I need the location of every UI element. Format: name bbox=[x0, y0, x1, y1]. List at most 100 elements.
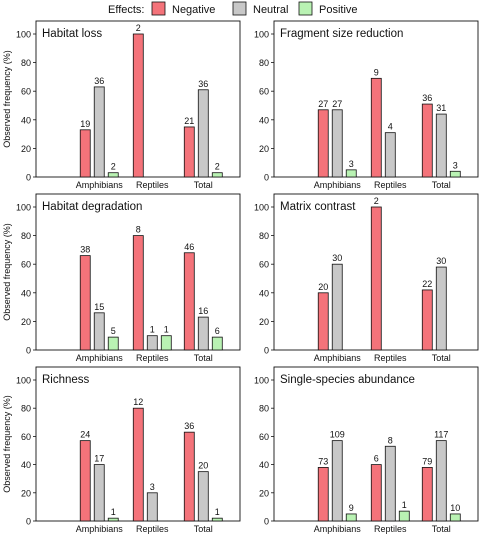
bar-neutral-reptiles bbox=[384, 132, 396, 178]
y-tick-label: 40 bbox=[21, 115, 31, 125]
y-axis-label: Observed frequency (%) bbox=[2, 395, 12, 493]
bar-negative-total bbox=[421, 103, 433, 178]
bar-value-label: 30 bbox=[332, 253, 342, 263]
bar-value-label: 2 bbox=[215, 162, 220, 172]
x-tick-label: Total bbox=[194, 180, 213, 190]
bar-value-label: 1 bbox=[111, 507, 116, 517]
bar-neutral-amphibians bbox=[93, 86, 105, 178]
bar-value-label: 1 bbox=[164, 325, 169, 335]
panel-single-species-abundance: Single-species abundance 0 20 40 60 80 100 Amph… bbox=[254, 366, 479, 534]
panel-fragment-size-reduction: Fragment size reduction 0 20 40 60 80 100 Amphi… bbox=[254, 20, 479, 190]
bar-value-label: 1 bbox=[402, 500, 407, 510]
bar-value-label: 79 bbox=[422, 456, 432, 466]
panel-title: Single-species abundance bbox=[280, 374, 415, 386]
x-tick-label: Total bbox=[194, 353, 213, 363]
bar-positive-amphibians bbox=[345, 169, 357, 178]
bar-negative-reptiles bbox=[132, 407, 144, 522]
y-tick-label: 40 bbox=[21, 288, 31, 298]
bar-negative-amphibians bbox=[317, 292, 329, 351]
y-tick-label: 60 bbox=[21, 432, 31, 442]
legend-label-neutral: Neutral bbox=[253, 4, 288, 16]
y-tick-label: 0 bbox=[26, 517, 31, 527]
bar-neutral-total bbox=[197, 89, 209, 178]
bar-value-label: 16 bbox=[198, 306, 208, 316]
panel-habitat-loss: Habitat loss 0 20 40 60 80 100 Observed frequen… bbox=[2, 20, 241, 190]
y-tick-label: 100 bbox=[254, 376, 269, 386]
x-tick-label: Amphibians bbox=[314, 180, 362, 190]
panel-title: Habitat degradation bbox=[42, 201, 142, 213]
bar-value-label: 27 bbox=[332, 99, 342, 109]
bar-positive-total bbox=[449, 513, 461, 522]
bar-value-label: 36 bbox=[94, 76, 104, 86]
x-tick-label: Amphibians bbox=[76, 180, 124, 190]
bar-value-label: 20 bbox=[198, 461, 208, 471]
bar-neutral-total bbox=[197, 471, 209, 522]
y-tick-label: 80 bbox=[259, 58, 269, 68]
legend-title: Effects: bbox=[108, 4, 144, 16]
panel-title: Matrix contrast bbox=[280, 201, 356, 213]
bar-value-label: 10 bbox=[450, 503, 460, 513]
x-tick-label: Amphibians bbox=[76, 353, 124, 363]
legend-label-positive: Positive bbox=[319, 4, 358, 16]
y-tick-label: 100 bbox=[254, 30, 269, 40]
x-tick-label: Amphibians bbox=[314, 353, 362, 363]
legend-label-negative: Negative bbox=[172, 4, 215, 16]
panel-title: Fragment size reduction bbox=[280, 28, 403, 40]
x-tick-label: Total bbox=[432, 180, 451, 190]
bar-negative-amphibians bbox=[317, 109, 329, 178]
y-tick-label: 20 bbox=[21, 488, 31, 498]
bar-negative-reptiles bbox=[370, 206, 382, 351]
y-tick-label: 80 bbox=[21, 404, 31, 414]
y-tick-label: 0 bbox=[264, 346, 269, 356]
bar-neutral-amphibians bbox=[93, 312, 105, 351]
bar-positive-reptiles bbox=[398, 510, 410, 522]
bar-value-label: 30 bbox=[436, 256, 446, 266]
y-tick-label: 0 bbox=[264, 173, 269, 183]
bar-value-label: 36 bbox=[422, 93, 432, 103]
y-tick-label: 40 bbox=[259, 115, 269, 125]
bar-value-label: 117 bbox=[434, 430, 448, 440]
bar-negative-reptiles bbox=[132, 235, 144, 351]
bar-value-label: 27 bbox=[318, 99, 328, 109]
bar-value-label: 21 bbox=[184, 116, 194, 126]
panel-matrix-contrast: Matrix contrast 0 20 40 60 80 100 Amphibians 20 3… bbox=[254, 193, 479, 363]
bar-value-label: 38 bbox=[80, 245, 90, 255]
x-tick-label: Amphibians bbox=[314, 524, 362, 534]
y-tick-label: 80 bbox=[21, 231, 31, 241]
bar-positive-amphibians bbox=[345, 513, 357, 522]
bar-value-label: 3 bbox=[150, 482, 155, 492]
bar-value-label: 1 bbox=[150, 325, 155, 335]
bar-neutral-amphibians bbox=[331, 109, 343, 178]
y-tick-label: 40 bbox=[259, 288, 269, 298]
bar-negative-reptiles bbox=[370, 464, 382, 522]
bar-value-label: 17 bbox=[94, 454, 104, 464]
bar-negative-total bbox=[421, 467, 433, 522]
panel-richness: Richness 0 20 40 60 80 100 Observed frequency (… bbox=[2, 366, 241, 534]
y-tick-label: 0 bbox=[26, 173, 31, 183]
y-tick-label: 40 bbox=[21, 460, 31, 470]
bar-value-label: 3 bbox=[453, 160, 458, 170]
bar-negative-total bbox=[421, 289, 433, 351]
y-tick-label: 0 bbox=[264, 517, 269, 527]
bar-negative-amphibians bbox=[317, 467, 329, 522]
y-tick-label: 60 bbox=[21, 260, 31, 270]
legend-item-negative: Negative bbox=[151, 1, 215, 16]
x-tick-label: Total bbox=[194, 524, 213, 534]
bar-value-label: 31 bbox=[436, 103, 446, 113]
bar-value-label: 24 bbox=[80, 430, 90, 440]
legend: Effects: Negative Neutral Positive bbox=[108, 1, 358, 16]
bar-value-label: 2 bbox=[374, 196, 379, 206]
legend-swatch-positive bbox=[298, 1, 313, 16]
y-tick-label: 40 bbox=[259, 460, 269, 470]
x-tick-label: Total bbox=[432, 353, 451, 363]
bar-value-label: 109 bbox=[330, 430, 345, 440]
bar-value-label: 1 bbox=[215, 507, 220, 517]
y-tick-label: 20 bbox=[21, 144, 31, 154]
x-tick-label: Reptiles bbox=[136, 353, 169, 363]
x-tick-label: Reptiles bbox=[374, 524, 407, 534]
bar-negative-total bbox=[183, 126, 195, 178]
bar-value-label: 73 bbox=[318, 456, 328, 466]
x-tick-label: Reptiles bbox=[374, 353, 407, 363]
bar-positive-amphibians bbox=[107, 172, 119, 178]
bar-neutral-amphibians bbox=[93, 464, 105, 522]
